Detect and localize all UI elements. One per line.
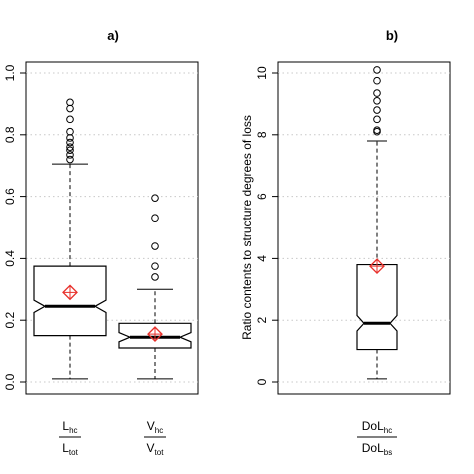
y-tick-label: 2: [255, 317, 269, 324]
outlier-point: [151, 242, 159, 250]
y-tick-label: 10: [255, 66, 269, 80]
label-numerator: Lhc: [62, 419, 77, 435]
boxplot-1: [356, 66, 398, 380]
y-tick-label: 4: [255, 255, 269, 262]
panel-b: b) Ratio contents to structure degrees o…: [240, 28, 451, 457]
y-tick-label: 8: [255, 131, 269, 138]
panel-a-gridlines: [26, 72, 198, 383]
boxplot-2: [118, 194, 192, 380]
outlier-point: [373, 127, 381, 136]
denominator-main: L: [62, 441, 69, 455]
numerator-sub: hc: [69, 426, 77, 435]
y-tick-label: 0.4: [3, 250, 17, 267]
label-numerator: Vhc: [147, 419, 163, 435]
y-tick-label: 0.2: [3, 312, 17, 329]
y-tick-label: 0.6: [3, 188, 17, 205]
label-denominator: Ltot: [62, 441, 78, 457]
label-denominator: Vtot: [147, 441, 165, 457]
y-tick-label: 0: [255, 378, 269, 385]
boxplot-1: [33, 98, 107, 380]
y-tick-label: 0.8: [3, 126, 17, 143]
label-denominator: DoLbs: [362, 441, 392, 457]
panel-b-y-axis: 0 2 4 6 8 10: [255, 66, 279, 385]
outlier-point: [151, 262, 159, 270]
outlier-point: [66, 138, 74, 147]
numerator-main: V: [147, 419, 155, 433]
outlier-point: [373, 126, 381, 134]
outlier-point: [66, 115, 74, 124]
outlier-point: [373, 115, 381, 124]
outlier-point: [151, 214, 159, 223]
panel-a-y-axis: 0.0 0.2 0.4 0.6 0.8 1.0: [3, 64, 27, 390]
numerator-sub: hc: [384, 426, 392, 435]
outlier-point: [373, 66, 381, 74]
outlier-point: [151, 194, 159, 202]
numerator-main: L: [62, 419, 69, 433]
denominator-sub: bs: [384, 448, 392, 457]
denominator-main: DoL: [362, 441, 384, 455]
panel-b-boxes: [356, 66, 398, 380]
panel-a-boxes: [33, 98, 192, 380]
y-tick-label: 6: [255, 193, 269, 200]
numerator-sub: hc: [155, 426, 163, 435]
panel-b-y-axis-title: Ratio contents to structure degrees of l…: [240, 115, 254, 340]
numerator-main: DoL: [362, 419, 384, 433]
denominator-sub: tot: [155, 448, 165, 457]
outlier-point: [66, 143, 74, 151]
outlier-point: [373, 89, 381, 97]
outlier-point: [373, 97, 381, 105]
outlier-point: [373, 106, 381, 114]
outlier-point: [66, 155, 74, 164]
outlier-point: [373, 76, 381, 85]
denominator-main: V: [147, 441, 155, 455]
notched-box: [33, 265, 107, 337]
outlier-point: [66, 98, 74, 107]
notched-box: [356, 263, 398, 351]
outlier-point: [151, 273, 159, 281]
denominator-sub: tot: [69, 448, 79, 457]
outlier-point: [66, 134, 74, 142]
panel-a-title: a): [107, 28, 119, 43]
y-tick-label: 0.0: [3, 373, 17, 390]
panel-b-title: b): [386, 28, 398, 43]
y-tick-label: 1.0: [3, 64, 17, 81]
outlier-point: [66, 146, 74, 155]
outlier-point: [66, 127, 74, 136]
outlier-point: [66, 151, 74, 159]
label-numerator: DoLhc: [362, 419, 392, 435]
outlier-point: [66, 104, 74, 113]
